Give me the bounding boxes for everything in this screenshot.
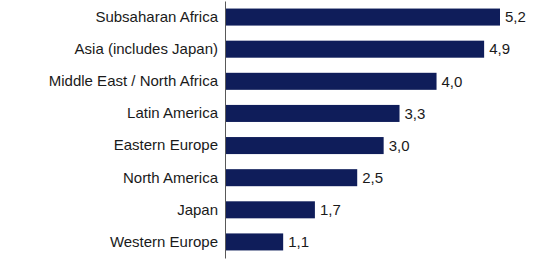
bar bbox=[225, 9, 500, 26]
bar bbox=[225, 169, 357, 186]
data-label: 4,9 bbox=[489, 40, 510, 57]
data-label: 4,0 bbox=[442, 73, 463, 90]
tick: Latin America bbox=[127, 104, 219, 121]
tick: Subsaharan Africa bbox=[95, 8, 218, 25]
tick-label: Asia (includes Japan) bbox=[75, 40, 218, 57]
data-label: 3,3 bbox=[405, 105, 426, 122]
tick-label: Middle East / North Africa bbox=[49, 72, 219, 89]
data-label: 1,7 bbox=[320, 201, 341, 218]
bar bbox=[225, 233, 283, 250]
tick-label: Western Europe bbox=[110, 233, 218, 250]
data-label: 3,0 bbox=[389, 137, 410, 154]
bar bbox=[225, 105, 400, 122]
tick-label: North America bbox=[123, 168, 219, 185]
tick-label: Eastern Europe bbox=[114, 136, 218, 153]
tick-label: Latin America bbox=[127, 104, 219, 121]
bar bbox=[225, 137, 384, 154]
bar bbox=[225, 73, 437, 90]
tick: Middle East / North Africa bbox=[49, 72, 219, 89]
chart-svg: Subsaharan Africa Asia (includes Japan) Mi… bbox=[0, 0, 535, 260]
tick: Japan bbox=[177, 201, 218, 218]
axis-line bbox=[225, 2, 226, 259]
bars bbox=[225, 9, 500, 251]
chart-container: Subsaharan Africa Asia (includes Japan) Mi… bbox=[0, 0, 535, 260]
tick-label: Subsaharan Africa bbox=[95, 8, 218, 25]
tick: Western Europe bbox=[110, 233, 218, 250]
tick-label: Japan bbox=[177, 201, 218, 218]
data-label: 1,1 bbox=[288, 233, 309, 250]
tick: North America bbox=[123, 168, 219, 185]
data-label: 2,5 bbox=[362, 169, 383, 186]
data-label: 5,2 bbox=[505, 8, 526, 25]
tick: Asia (includes Japan) bbox=[75, 40, 218, 57]
bar bbox=[225, 41, 484, 58]
data-labels: 5,2 4,9 4,0 3,3 3,0 2,5 1,7 1,1 bbox=[288, 8, 526, 250]
bar bbox=[225, 201, 315, 218]
y-axis: Subsaharan Africa Asia (includes Japan) Mi… bbox=[49, 2, 226, 259]
tick: Eastern Europe bbox=[114, 136, 218, 153]
